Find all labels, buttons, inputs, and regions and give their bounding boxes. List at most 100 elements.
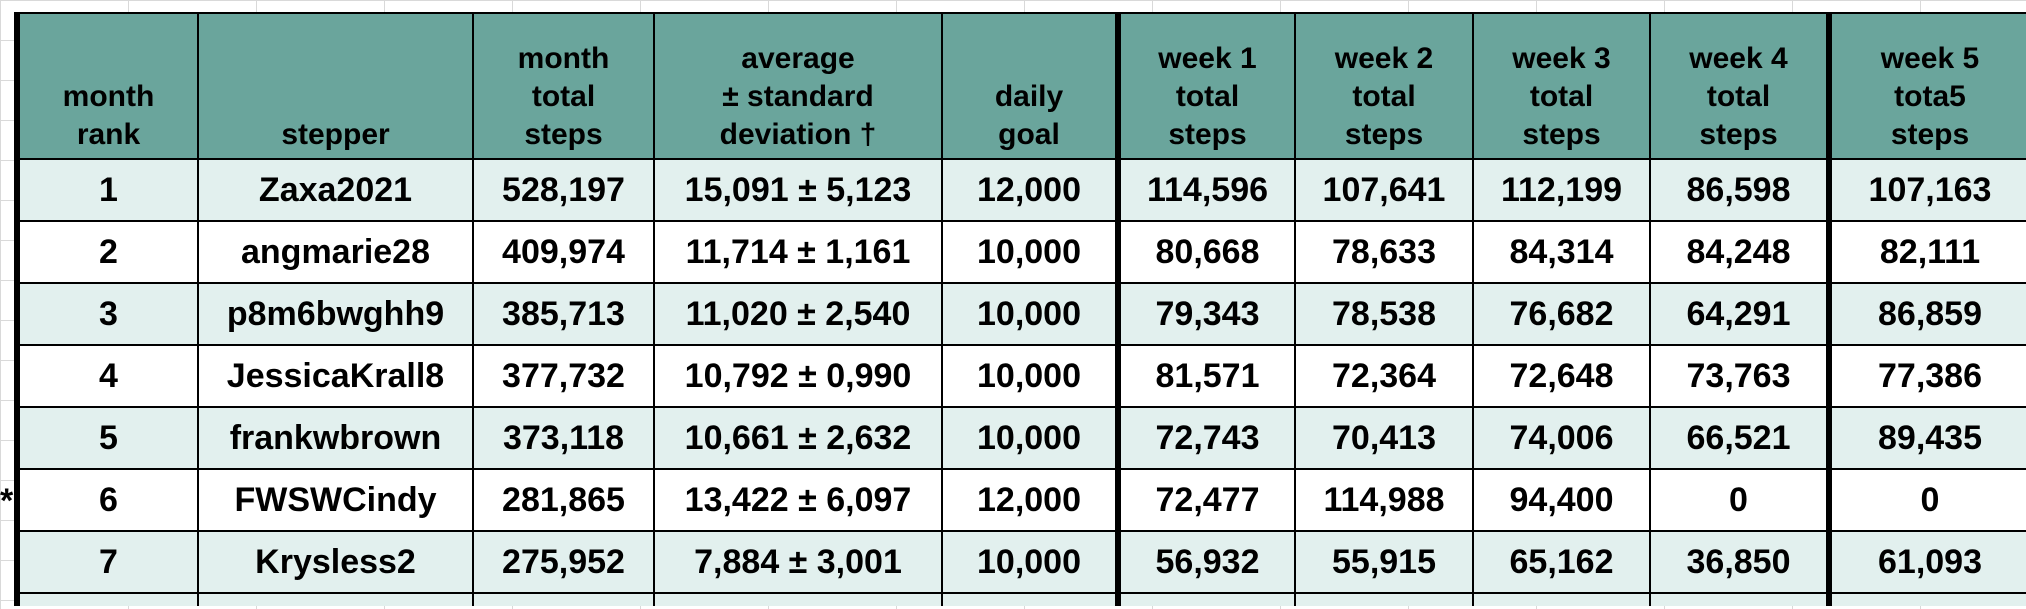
cell-daily-goal[interactable]: 10,000 <box>941 530 1119 594</box>
table-row: 1 Zaxa2021 528,197 15,091 ± 5,123 12,000 114,… <box>14 158 2026 222</box>
table-body: 1 Zaxa2021 528,197 15,091 ± 5,123 12,000 114,… <box>14 158 2026 606</box>
cell-week-2[interactable]: 114,988 <box>1294 468 1474 532</box>
header-line: average <box>741 42 855 75</box>
cell-week-3[interactable]: 84,314 <box>1472 220 1651 284</box>
cell-rank[interactable]: 4 <box>14 344 199 408</box>
header-daily-goal[interactable]: daily goal <box>941 12 1119 160</box>
cell-week-1[interactable]: 80,668 <box>1115 220 1296 284</box>
cell-daily-goal[interactable]: 12,000 <box>941 468 1119 532</box>
header-week-2-total[interactable]: week 2 total steps <box>1294 12 1474 160</box>
cell-month-total[interactable]: 409,974 <box>472 220 655 284</box>
header-line: total <box>1175 80 1240 113</box>
cell-week-2[interactable]: 55,915 <box>1294 530 1474 594</box>
cell-week-3[interactable]: 94,400 <box>1472 468 1651 532</box>
cell-daily-goal[interactable]: 10,000 <box>941 344 1119 408</box>
cell-rank[interactable]: 1 <box>14 158 199 222</box>
cell-week-4[interactable]: 86,598 <box>1649 158 1830 222</box>
cell-average-std-dev[interactable]: 11,714 ± 1,161 <box>653 220 943 284</box>
cell-average-std-dev[interactable]: 15,091 ± 5,123 <box>653 158 943 222</box>
cell-empty[interactable] <box>14 592 199 606</box>
header-line: week 2 <box>1334 42 1434 75</box>
cell-week-1[interactable]: 72,743 <box>1115 406 1296 470</box>
header-week-3-total[interactable]: week 3 total steps <box>1472 12 1651 160</box>
header-row: month rank stepper month total steps averag… <box>14 12 2026 160</box>
header-month-rank[interactable]: month rank <box>14 12 199 160</box>
cell-empty[interactable] <box>1294 592 1474 606</box>
cell-week-1[interactable]: 79,343 <box>1115 282 1296 346</box>
header-stepper[interactable]: stepper <box>197 12 474 160</box>
cell-daily-goal[interactable]: 12,000 <box>941 158 1119 222</box>
cell-rank[interactable]: 5 <box>14 406 199 470</box>
cell-week-1[interactable]: 72,477 <box>1115 468 1296 532</box>
cell-rank[interactable]: 7 <box>14 530 199 594</box>
table-row: 5 frankwbrown 373,118 10,661 ± 2,632 10,000 7… <box>14 406 2026 470</box>
cell-empty[interactable] <box>1826 592 2026 606</box>
cell-stepper[interactable]: Zaxa2021 <box>197 158 474 222</box>
cell-stepper[interactable]: frankwbrown <box>197 406 474 470</box>
cell-daily-goal[interactable]: 10,000 <box>941 406 1119 470</box>
header-line: week 4 <box>1689 42 1788 75</box>
cell-week-2[interactable]: 107,641 <box>1294 158 1474 222</box>
cell-rank[interactable]: 3 <box>14 282 199 346</box>
cell-stepper[interactable]: angmarie28 <box>197 220 474 284</box>
header-month-total-steps[interactable]: month total steps <box>472 12 655 160</box>
header-average-std-dev[interactable]: average ± standard deviation † <box>653 12 943 160</box>
table-row: 3 p8m6bwghh9 385,713 11,020 ± 2,540 10,000 79… <box>14 282 2026 346</box>
cell-empty[interactable] <box>941 592 1119 606</box>
cell-average-std-dev[interactable]: 10,792 ± 0,990 <box>653 344 943 408</box>
cell-month-total[interactable]: 281,865 <box>472 468 655 532</box>
cell-week-4[interactable]: 84,248 <box>1649 220 1830 284</box>
cell-week-5[interactable]: 77,386 <box>1826 344 2026 408</box>
header-week-5-total[interactable]: week 5 tota5 steps <box>1826 12 2026 160</box>
cell-week-1[interactable]: 114,596 <box>1115 158 1296 222</box>
header-line: month <box>62 80 155 113</box>
cell-empty[interactable] <box>1649 592 1830 606</box>
cell-daily-goal[interactable]: 10,000 <box>941 282 1119 346</box>
cell-empty[interactable] <box>197 592 474 606</box>
cell-month-total[interactable]: 385,713 <box>472 282 655 346</box>
cell-rank[interactable]: 6 <box>14 468 199 532</box>
cell-average-std-dev[interactable]: 11,020 ± 2,540 <box>653 282 943 346</box>
cell-week-3[interactable]: 76,682 <box>1472 282 1651 346</box>
header-week-4-total[interactable]: week 4 total steps <box>1649 12 1830 160</box>
cell-week-3[interactable]: 112,199 <box>1472 158 1651 222</box>
cell-week-4[interactable]: 73,763 <box>1649 344 1830 408</box>
cell-rank[interactable]: 2 <box>14 220 199 284</box>
cell-week-2[interactable]: 70,413 <box>1294 406 1474 470</box>
cell-week-2[interactable]: 78,633 <box>1294 220 1474 284</box>
cell-week-5[interactable]: 0 <box>1826 468 2026 532</box>
cell-month-total[interactable]: 275,952 <box>472 530 655 594</box>
cell-stepper[interactable]: Krysless2 <box>197 530 474 594</box>
cell-week-4[interactable]: 66,521 <box>1649 406 1830 470</box>
cell-empty[interactable] <box>653 592 943 606</box>
cell-week-4[interactable]: 64,291 <box>1649 282 1830 346</box>
cell-week-5[interactable]: 61,093 <box>1826 530 2026 594</box>
cell-month-total[interactable]: 377,732 <box>472 344 655 408</box>
cell-week-3[interactable]: 72,648 <box>1472 344 1651 408</box>
cell-week-3[interactable]: 65,162 <box>1472 530 1651 594</box>
cell-stepper[interactable]: p8m6bwghh9 <box>197 282 474 346</box>
cell-week-5[interactable]: 107,163 <box>1826 158 2026 222</box>
cell-empty[interactable] <box>472 592 655 606</box>
cell-stepper[interactable]: JessicaKrall8 <box>197 344 474 408</box>
cell-week-4[interactable]: 36,850 <box>1649 530 1830 594</box>
cell-average-std-dev[interactable]: 10,661 ± 2,632 <box>653 406 943 470</box>
cell-daily-goal[interactable]: 10,000 <box>941 220 1119 284</box>
cell-week-5[interactable]: 86,859 <box>1826 282 2026 346</box>
cell-empty[interactable] <box>1472 592 1651 606</box>
cell-month-total[interactable]: 373,118 <box>472 406 655 470</box>
cell-week-3[interactable]: 74,006 <box>1472 406 1651 470</box>
cell-stepper[interactable]: FWSWCindy <box>197 468 474 532</box>
cell-week-1[interactable]: 81,571 <box>1115 344 1296 408</box>
cell-week-5[interactable]: 82,111 <box>1826 220 2026 284</box>
cell-week-2[interactable]: 78,538 <box>1294 282 1474 346</box>
cell-month-total[interactable]: 528,197 <box>472 158 655 222</box>
cell-week-1[interactable]: 56,932 <box>1115 530 1296 594</box>
header-week-1-total[interactable]: week 1 total steps <box>1115 12 1296 160</box>
cell-average-std-dev[interactable]: 7,884 ± 3,001 <box>653 530 943 594</box>
cell-week-2[interactable]: 72,364 <box>1294 344 1474 408</box>
cell-week-4[interactable]: 0 <box>1649 468 1830 532</box>
cell-week-5[interactable]: 89,435 <box>1826 406 2026 470</box>
cell-average-std-dev[interactable]: 13,422 ± 6,097 <box>653 468 943 532</box>
cell-empty[interactable] <box>1115 592 1296 606</box>
